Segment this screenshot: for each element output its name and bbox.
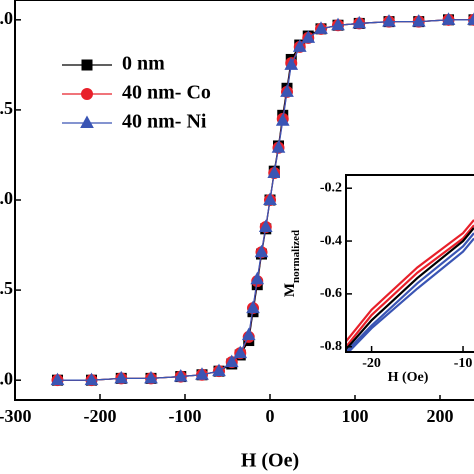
marker — [241, 327, 256, 341]
marker — [195, 367, 209, 380]
marker — [250, 271, 265, 285]
marker — [263, 192, 277, 205]
marker — [173, 369, 188, 382]
x-tick-label: -200 — [84, 406, 117, 426]
marker — [411, 14, 426, 27]
marker — [467, 12, 474, 25]
x-tick-label: -300 — [0, 406, 32, 426]
x-tick-label: 100 — [342, 406, 369, 426]
marker — [301, 30, 316, 43]
x-tick-label: -20 — [362, 356, 381, 371]
y-tick-label: -0.8 — [320, 339, 342, 354]
series-line — [346, 224, 474, 348]
y-tick-label: 0.5 — [0, 98, 13, 118]
marker — [352, 15, 367, 29]
y-tick-label: -0.6 — [320, 286, 342, 301]
axes-frame — [345, 174, 474, 353]
series-line — [347, 237, 474, 352]
plot-area — [346, 219, 474, 352]
y-tick-label: -0.4 — [320, 233, 342, 248]
y-tick-label: -0.5 — [0, 278, 13, 298]
series-line — [346, 232, 474, 352]
marker — [144, 370, 158, 384]
marker — [254, 244, 269, 258]
y-tick-label: 0.0 — [0, 188, 13, 208]
series-line — [346, 227, 474, 351]
x-tick-label: -10 — [454, 356, 473, 371]
x-tick-label: 0 — [266, 406, 275, 426]
marker — [275, 113, 290, 126]
y-tick-label: 1.0 — [0, 8, 13, 28]
y-tick-label: -0.2 — [320, 180, 342, 195]
marker — [246, 300, 260, 314]
marker — [292, 39, 307, 52]
x-axis-label: H (Oe) — [241, 450, 299, 472]
legend-marker — [80, 115, 94, 128]
plot-area — [50, 12, 474, 387]
x-tick-label: -100 — [169, 406, 202, 426]
x-axis-label: H (Oe) — [388, 370, 429, 385]
marker — [233, 345, 248, 359]
legend-marker — [81, 59, 93, 71]
marker — [382, 14, 396, 27]
y-axis-label-sub: normalized — [290, 230, 302, 283]
marker — [212, 363, 226, 377]
legend-label: 40 nm- Ni — [122, 111, 207, 133]
marker — [284, 57, 299, 70]
y-axis-label: Mnormalized — [282, 230, 301, 297]
legend-marker — [81, 88, 93, 100]
marker — [441, 12, 456, 25]
marker — [84, 372, 99, 386]
marker — [331, 17, 345, 31]
y-tick-label: -1.0 — [0, 368, 13, 388]
marker — [280, 84, 294, 97]
inset-background — [280, 170, 474, 395]
marker — [314, 21, 328, 34]
marker — [224, 354, 239, 368]
series-line — [346, 219, 474, 343]
legend-label: 40 nm- Co — [122, 82, 211, 104]
marker — [258, 219, 273, 233]
marker — [271, 140, 286, 153]
marker — [267, 165, 282, 178]
marker — [50, 372, 65, 386]
legend-label: 0 nm — [122, 53, 165, 75]
marker — [114, 370, 129, 384]
y-axis-label-main: M — [282, 283, 298, 297]
x-tick-label: 200 — [427, 406, 454, 426]
